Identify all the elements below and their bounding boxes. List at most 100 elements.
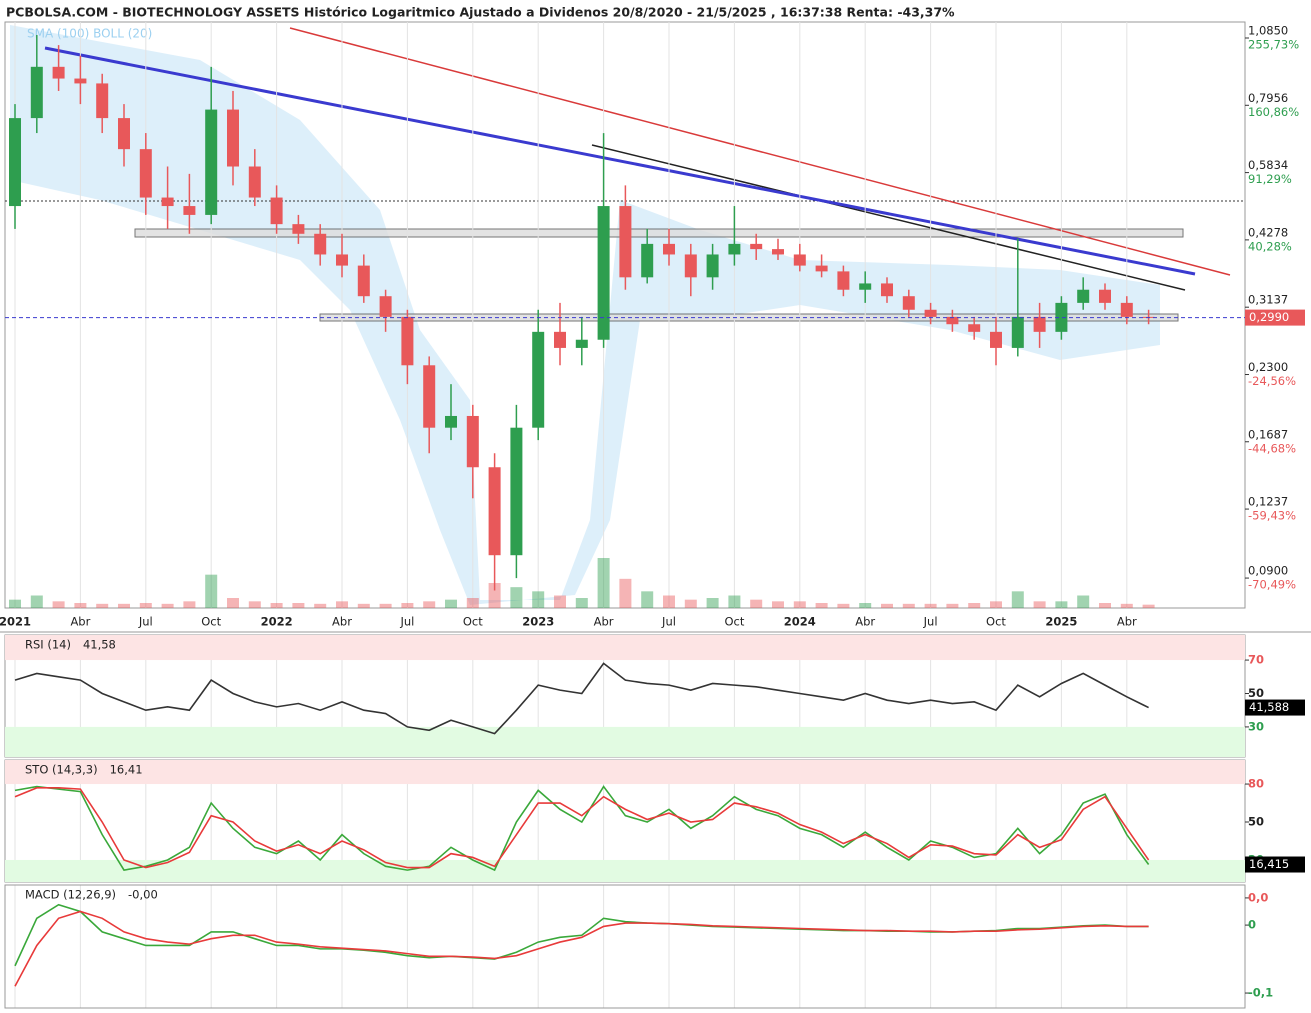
indicator-line <box>14 785 1150 872</box>
y-tick-label: 0,2300 <box>1248 360 1288 374</box>
x-tick-label: Jul <box>661 615 676 629</box>
volume-bar <box>336 601 348 608</box>
candle-body <box>575 339 588 348</box>
candle-body <box>336 254 348 266</box>
y-pct-label: 40,28% <box>1248 239 1292 253</box>
volume-bar <box>1120 603 1133 608</box>
volume-bar <box>118 603 130 608</box>
indicator-line <box>14 903 1149 967</box>
candle-body <box>1055 302 1068 332</box>
candle-body <box>314 233 327 255</box>
volume-bar <box>96 603 109 608</box>
last-value-box <box>1245 856 1305 873</box>
y-tick-label: 0,3137 <box>1248 293 1288 307</box>
y-tick-label: 0,5834 <box>1248 158 1288 172</box>
volume-bar <box>946 603 959 608</box>
candle-body <box>118 118 130 150</box>
candle-body <box>859 283 872 290</box>
y-pct-label: -24,56% <box>1248 374 1296 388</box>
candle-body <box>270 197 283 225</box>
volume-bar <box>663 595 675 608</box>
y-tick-label: 0,1687 <box>1248 427 1288 441</box>
x-tick-label: Oct <box>201 615 221 629</box>
volume-bar <box>74 603 87 608</box>
volume-bar <box>227 598 239 608</box>
x-tick-label: Jul <box>923 615 938 629</box>
y-tick-label: 30 <box>1248 719 1264 733</box>
x-tick-label: Abr <box>594 615 614 629</box>
x-tick-label: 2022 <box>261 615 293 629</box>
last-price-box <box>1245 309 1305 326</box>
volume-bar <box>859 603 872 608</box>
x-tick-label: Abr <box>70 615 90 629</box>
x-tick-label: Oct <box>724 615 744 629</box>
y-tick-label: -0,1 <box>1248 986 1273 1000</box>
overbought-zone <box>5 635 1245 661</box>
y-tick-label: 50 <box>1248 815 1264 829</box>
candle-body <box>968 324 981 332</box>
candle-body <box>793 254 806 266</box>
volume-bar <box>139 603 152 608</box>
candle-body <box>161 197 174 207</box>
candle-body <box>139 149 152 198</box>
x-tick-label: 2025 <box>1045 615 1077 629</box>
x-tick-label: 2021 <box>0 615 31 629</box>
volume-bar <box>575 598 588 608</box>
y-pct-label: -44,68% <box>1248 441 1296 455</box>
volume-bar <box>706 598 719 608</box>
last-value-label: 16,415 <box>1249 857 1289 871</box>
candle-body <box>554 331 566 348</box>
y-tick-label: 0 <box>1248 918 1256 932</box>
indicator-line <box>14 910 1149 987</box>
y-tick-label: 0,4278 <box>1248 225 1288 239</box>
bollinger-band <box>10 25 1160 605</box>
x-tick-label: 2023 <box>522 615 554 629</box>
range-box <box>134 228 1184 238</box>
candle-body <box>183 206 196 215</box>
x-tick-label: Abr <box>855 615 875 629</box>
volume-bar <box>401 603 414 608</box>
candle-body <box>1033 316 1046 332</box>
y-tick-label: 1,0850 <box>1248 23 1288 37</box>
volume-bar <box>357 603 370 608</box>
volume-bar <box>924 603 937 608</box>
panel-title: MACD (12,26,9) <box>25 888 116 902</box>
volume-bar <box>1099 603 1111 608</box>
y-tick-label: 0,0900 <box>1248 564 1288 578</box>
candle-body <box>357 265 370 297</box>
volume-bar <box>793 601 806 608</box>
volume-bar <box>423 601 436 608</box>
volume-bar <box>990 601 1002 608</box>
volume-bar <box>248 601 261 608</box>
last-value-label: 41,588 <box>1249 700 1289 714</box>
candle-body <box>815 265 828 272</box>
panel-title: STO (14,3,3) <box>25 763 98 777</box>
x-tick-label: Oct <box>463 615 483 629</box>
panel-frame <box>4 884 1246 1009</box>
volume-bar <box>9 599 21 608</box>
y-tick-label: 70 <box>1248 653 1264 667</box>
candle-body <box>9 118 21 207</box>
volume-bar <box>750 599 763 608</box>
x-tick-label: Jul <box>399 615 414 629</box>
volume-bar <box>205 574 218 608</box>
candle-body <box>30 66 43 119</box>
y-pct-label: 91,29% <box>1248 172 1292 186</box>
volume-bar <box>597 558 610 608</box>
candle-body <box>750 243 763 250</box>
candle-body <box>488 467 501 556</box>
x-tick-label: Abr <box>1117 615 1137 629</box>
candle-body <box>248 166 261 198</box>
candle-body <box>1120 302 1133 317</box>
candle-body <box>205 109 218 215</box>
volume-bar <box>445 599 457 608</box>
trend-line <box>44 46 1196 276</box>
panel-value: -0,00 <box>128 888 158 902</box>
candle-body <box>423 365 436 428</box>
volume-bar <box>1011 591 1024 608</box>
indicator-line <box>14 662 1149 735</box>
volume-bar <box>270 603 283 608</box>
volume-bar <box>161 603 174 608</box>
candle-body <box>990 331 1002 348</box>
